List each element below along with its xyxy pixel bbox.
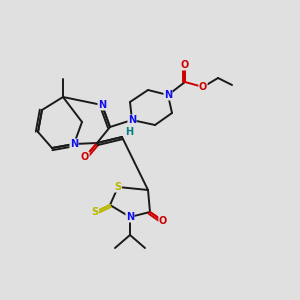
Text: S: S: [92, 207, 99, 217]
Text: S: S: [114, 182, 122, 192]
Text: N: N: [98, 100, 106, 110]
Text: N: N: [164, 90, 172, 100]
Text: O: O: [159, 216, 167, 226]
Text: N: N: [70, 139, 78, 149]
Text: O: O: [81, 152, 89, 162]
Text: O: O: [181, 60, 189, 70]
Text: N: N: [126, 212, 134, 222]
Text: H: H: [125, 127, 133, 137]
Text: O: O: [199, 82, 207, 92]
Text: N: N: [128, 115, 136, 125]
